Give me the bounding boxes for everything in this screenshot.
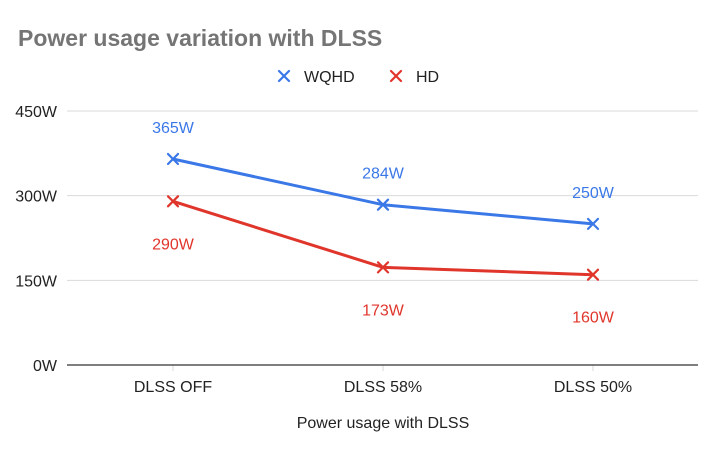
y-tick-label: 450W <box>15 104 58 121</box>
data-labels: 365W 284W 250W 290W 173W 160W <box>152 120 615 327</box>
x-tick-label: DLSS 58% <box>344 379 422 396</box>
x-axis-title: Power usage with DLSS <box>297 415 470 432</box>
y-tick-label: 0W <box>33 358 58 375</box>
x-tick-label: DLSS OFF <box>134 379 212 396</box>
legend-marker-icon <box>277 69 291 83</box>
legend-item-hd: HD <box>389 69 439 86</box>
data-label-hd: 160W <box>572 310 615 327</box>
y-tick-label: 150W <box>15 273 58 290</box>
data-label-hd: 173W <box>362 302 405 319</box>
data-label-wqhd: 250W <box>572 185 615 202</box>
series-lines <box>166 152 600 281</box>
y-tick-label: 300W <box>15 189 58 206</box>
data-point-wqhd <box>166 152 180 166</box>
data-point-hd <box>166 195 180 208</box>
data-label-wqhd: 365W <box>152 120 195 137</box>
x-tick-label: DLSS 50% <box>554 379 632 396</box>
series-line-hd <box>171 199 595 277</box>
data-point-wqhd <box>376 198 390 211</box>
chart-title: Power usage variation with DLSS <box>18 25 382 51</box>
axes: 0W 150W 300W 450W DLSS OFF DLSS 58% DLSS 50% <box>15 104 698 396</box>
gridlines <box>67 110 698 371</box>
data-point-hd <box>376 261 390 274</box>
data-label-hd: 290W <box>152 236 195 253</box>
data-point-wqhd <box>586 217 600 230</box>
data-point-hd <box>586 268 600 281</box>
legend-label: HD <box>416 69 439 86</box>
legend-label: WQHD <box>304 69 355 86</box>
legend: WQHD HD <box>277 69 439 86</box>
legend-marker-icon <box>389 69 403 83</box>
data-label-wqhd: 284W <box>362 166 405 183</box>
legend-item-wqhd: WQHD <box>277 69 355 86</box>
